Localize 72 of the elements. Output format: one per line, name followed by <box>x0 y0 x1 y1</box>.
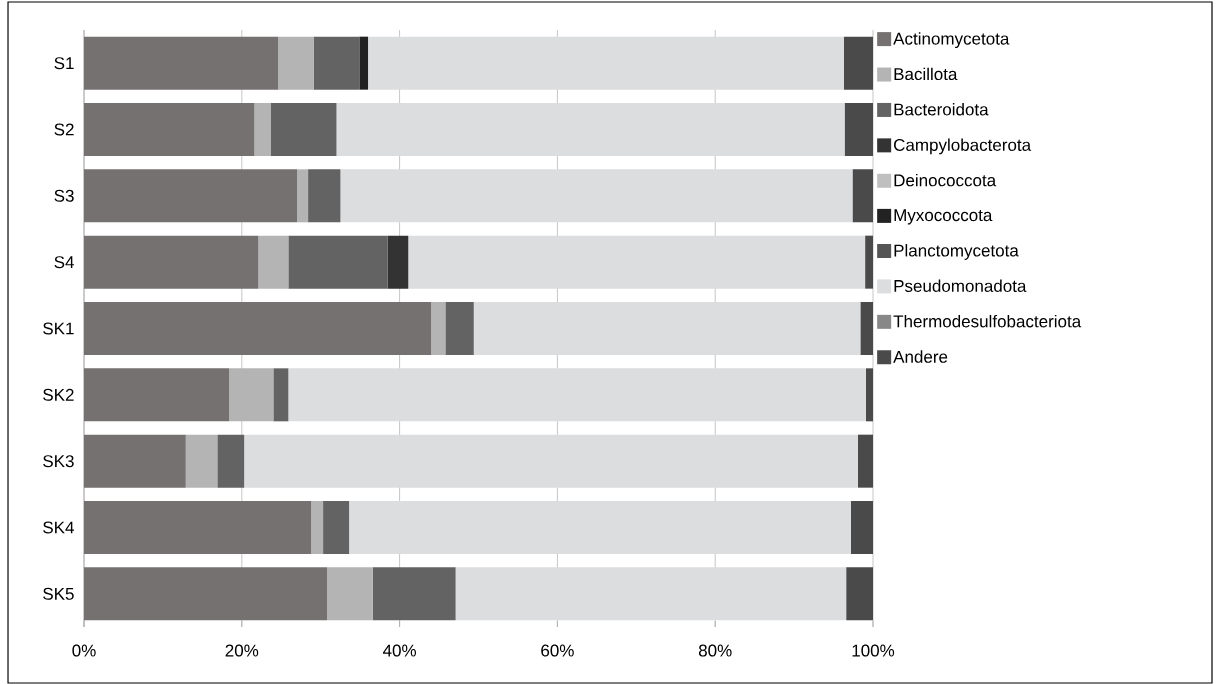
bar <box>288 368 866 422</box>
bar <box>359 36 369 90</box>
bar <box>860 301 874 355</box>
legend-label: Planctomycetota <box>894 244 1019 260</box>
y-tick-label: SK5 <box>43 587 74 600</box>
legend-label: Pseudomonadota <box>894 279 1027 292</box>
bar <box>846 567 874 621</box>
bar <box>84 169 298 223</box>
bar <box>865 235 874 289</box>
bar <box>349 500 851 554</box>
bar <box>308 169 341 223</box>
bar <box>229 368 274 422</box>
bar <box>84 500 312 554</box>
x-tick-label: 20% <box>225 644 259 657</box>
bar <box>271 103 337 156</box>
y-tick-label: SK1 <box>43 322 74 335</box>
bar <box>327 567 373 621</box>
x-tick-label: 0% <box>72 644 96 657</box>
legend-label: Bacillota <box>894 67 958 81</box>
bar <box>408 235 866 289</box>
legend-label: Andere <box>893 350 948 363</box>
bar <box>258 235 289 289</box>
y-tick-label: SK3 <box>43 455 74 468</box>
bar <box>850 500 874 554</box>
bar <box>185 434 218 488</box>
bar <box>278 36 314 90</box>
bar <box>84 434 186 488</box>
bar <box>455 567 847 621</box>
bar <box>311 500 324 554</box>
legend-label: Actinomycetota <box>893 32 1010 49</box>
bar <box>84 567 328 621</box>
bar <box>844 103 874 156</box>
y-tick-label: SK2 <box>43 388 74 401</box>
bar <box>473 301 861 355</box>
y-tick-label: S4 <box>54 256 74 269</box>
legend-label: Deinococcota <box>894 173 997 187</box>
bar <box>254 103 271 156</box>
bar <box>84 301 432 355</box>
legend-label: Thermodesulfobacteriota <box>893 314 1082 328</box>
bar <box>84 36 279 90</box>
y-tick-label: S1 <box>54 57 74 70</box>
bar <box>431 301 446 355</box>
bar <box>387 235 409 289</box>
bar <box>84 103 255 156</box>
bar <box>244 434 859 488</box>
legend-label: Myxococcota <box>894 209 993 225</box>
bar <box>865 368 874 422</box>
bar <box>336 103 845 156</box>
bar <box>445 301 474 355</box>
bar <box>843 36 874 90</box>
bar <box>273 368 289 422</box>
x-tick-label: 40% <box>382 644 416 657</box>
x-tick-label: 100% <box>852 644 895 657</box>
bar <box>372 567 456 621</box>
x-tick-label: 60% <box>541 644 574 657</box>
bar <box>313 36 360 90</box>
bar <box>852 169 874 223</box>
bar <box>84 235 259 289</box>
y-tick-label: S3 <box>54 189 74 202</box>
x-tick-label: 80% <box>698 644 732 657</box>
bar <box>323 500 350 554</box>
bar <box>297 169 309 223</box>
y-tick-label: SK4 <box>43 521 74 534</box>
bar <box>368 36 844 90</box>
bar <box>288 235 388 289</box>
legend-label: Bacteroidota <box>894 103 989 116</box>
bar <box>217 434 245 488</box>
legend-label: Campylobacterota <box>894 138 1032 155</box>
bar <box>340 169 853 223</box>
bar <box>84 368 230 422</box>
y-tick-label: S2 <box>54 123 74 136</box>
bar <box>858 434 874 488</box>
